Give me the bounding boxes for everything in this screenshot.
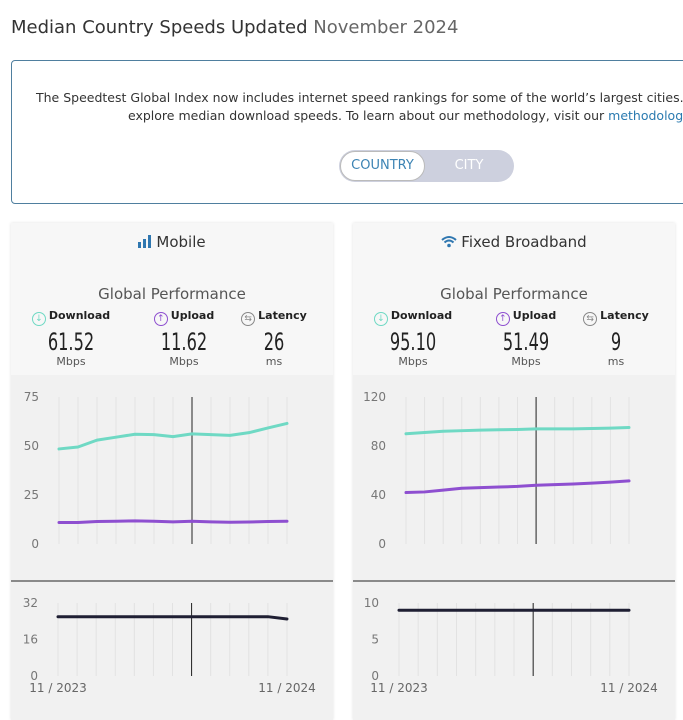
- mobile-chart-area[interactable]: 0 25 50 75 0 16 32 11 / 2023 11 / 2024: [11, 375, 333, 720]
- y-tick-label: 16: [23, 633, 38, 647]
- metric-download: ↓ Download 95.10 Mbps: [368, 309, 458, 367]
- y-tick-label: 50: [24, 439, 39, 453]
- card-title-text: Mobile: [156, 233, 206, 251]
- metric-unit: Mbps: [169, 355, 199, 368]
- card-subtitle: Global Performance: [440, 285, 588, 303]
- metric-value: 26: [263, 328, 285, 356]
- metric-label: Latency: [258, 309, 307, 322]
- title-date: November 2024: [313, 17, 459, 38]
- y-tick-label: 0: [31, 537, 39, 551]
- metric-value: 61.52: [47, 328, 95, 356]
- metric-label: Latency: [600, 309, 649, 322]
- info-line-2: explore median download speeds. To learn…: [128, 108, 609, 123]
- metric-label: Download: [48, 309, 111, 322]
- metric-unit: ms: [265, 355, 283, 368]
- latency-circle-icon: ⇆: [583, 312, 598, 326]
- card-title: Mobile: [11, 233, 333, 251]
- metric-value: 9: [610, 328, 622, 356]
- metric-download: ↓ Download 61.52 Mbps: [26, 309, 116, 367]
- metric-value: 51.49: [502, 328, 550, 356]
- y-tick-label: 40: [371, 488, 386, 502]
- page-title: Median Country Speeds Updated November 2…: [11, 17, 458, 38]
- toggle-city[interactable]: CITY: [454, 158, 484, 173]
- latency-circle-icon: ⇆: [241, 312, 256, 326]
- x-tick-label: 11 / 2024: [600, 681, 657, 695]
- title-main: Median Country Speeds Updated: [11, 17, 308, 38]
- mobile-card: Mobile Global Performance ↓ Download 61.52…: [11, 223, 333, 720]
- y-tick-label: 25: [24, 488, 39, 502]
- upload-series-line: [57, 519, 289, 524]
- card-title: Fixed Broadband: [353, 233, 675, 251]
- x-tick-label: 11 / 2024: [258, 681, 315, 695]
- y-tick-label: 0: [371, 669, 379, 683]
- metric-unit: ms: [607, 355, 625, 368]
- metric-label: Upload: [170, 309, 215, 322]
- toggle-country[interactable]: COUNTRY: [340, 151, 425, 181]
- y-tick-label: 32: [23, 596, 38, 610]
- metric-unit: Mbps: [398, 355, 428, 368]
- y-tick-label: 0: [30, 669, 38, 683]
- upload-series-line: [404, 479, 631, 495]
- metric-label: Upload: [512, 309, 557, 322]
- y-tick-label: 5: [371, 633, 379, 647]
- metric-value: 11.62: [160, 328, 208, 356]
- info-line-1: The Speedtest Global Index now includes …: [36, 90, 683, 105]
- y-tick-label: 75: [24, 390, 39, 404]
- metric-unit: Mbps: [56, 355, 86, 368]
- info-box: The Speedtest Global Index now includes …: [11, 60, 683, 204]
- broadband-card: Fixed Broadband Global Performance ↓ Down…: [353, 223, 675, 720]
- metric-upload: ↑ Upload 11.62 Mbps: [139, 309, 229, 367]
- y-tick-label: 80: [371, 439, 386, 453]
- y-tick-label: 10: [364, 596, 379, 610]
- download-series-line: [57, 421, 289, 451]
- download-series-line: [404, 426, 631, 436]
- arrow-up-circle-icon: ↑: [153, 312, 168, 326]
- methodology-link[interactable]: methodology: [608, 108, 683, 123]
- y-tick-label: 0: [378, 537, 386, 551]
- y-tick-label: 120: [363, 390, 386, 404]
- card-title-text: Fixed Broadband: [461, 233, 587, 251]
- arrow-down-circle-icon: ↓: [373, 312, 388, 326]
- arrow-down-circle-icon: ↓: [31, 312, 46, 326]
- latency-series-line: [56, 615, 289, 621]
- x-tick-label: 11 / 2023: [29, 681, 86, 695]
- arrow-up-circle-icon: ↑: [495, 312, 510, 326]
- country-city-toggle[interactable]: COUNTRY CITY: [339, 150, 514, 182]
- metric-value: 95.10: [389, 328, 437, 356]
- metric-upload: ↑ Upload 51.49 Mbps: [481, 309, 571, 367]
- signal-bars-icon: [138, 235, 152, 248]
- wifi-icon: [441, 236, 457, 248]
- broadband-chart-area[interactable]: 0 40 80 120 0 5 10 11 / 2023 11 / 2024: [353, 375, 675, 720]
- x-tick-label: 11 / 2023: [370, 681, 427, 695]
- metric-unit: Mbps: [511, 355, 541, 368]
- metric-latency: ⇆ Latency 9 ms: [571, 309, 661, 367]
- card-subtitle: Global Performance: [98, 285, 246, 303]
- metric-label: Download: [390, 309, 453, 322]
- metric-latency: ⇆ Latency 26 ms: [229, 309, 319, 367]
